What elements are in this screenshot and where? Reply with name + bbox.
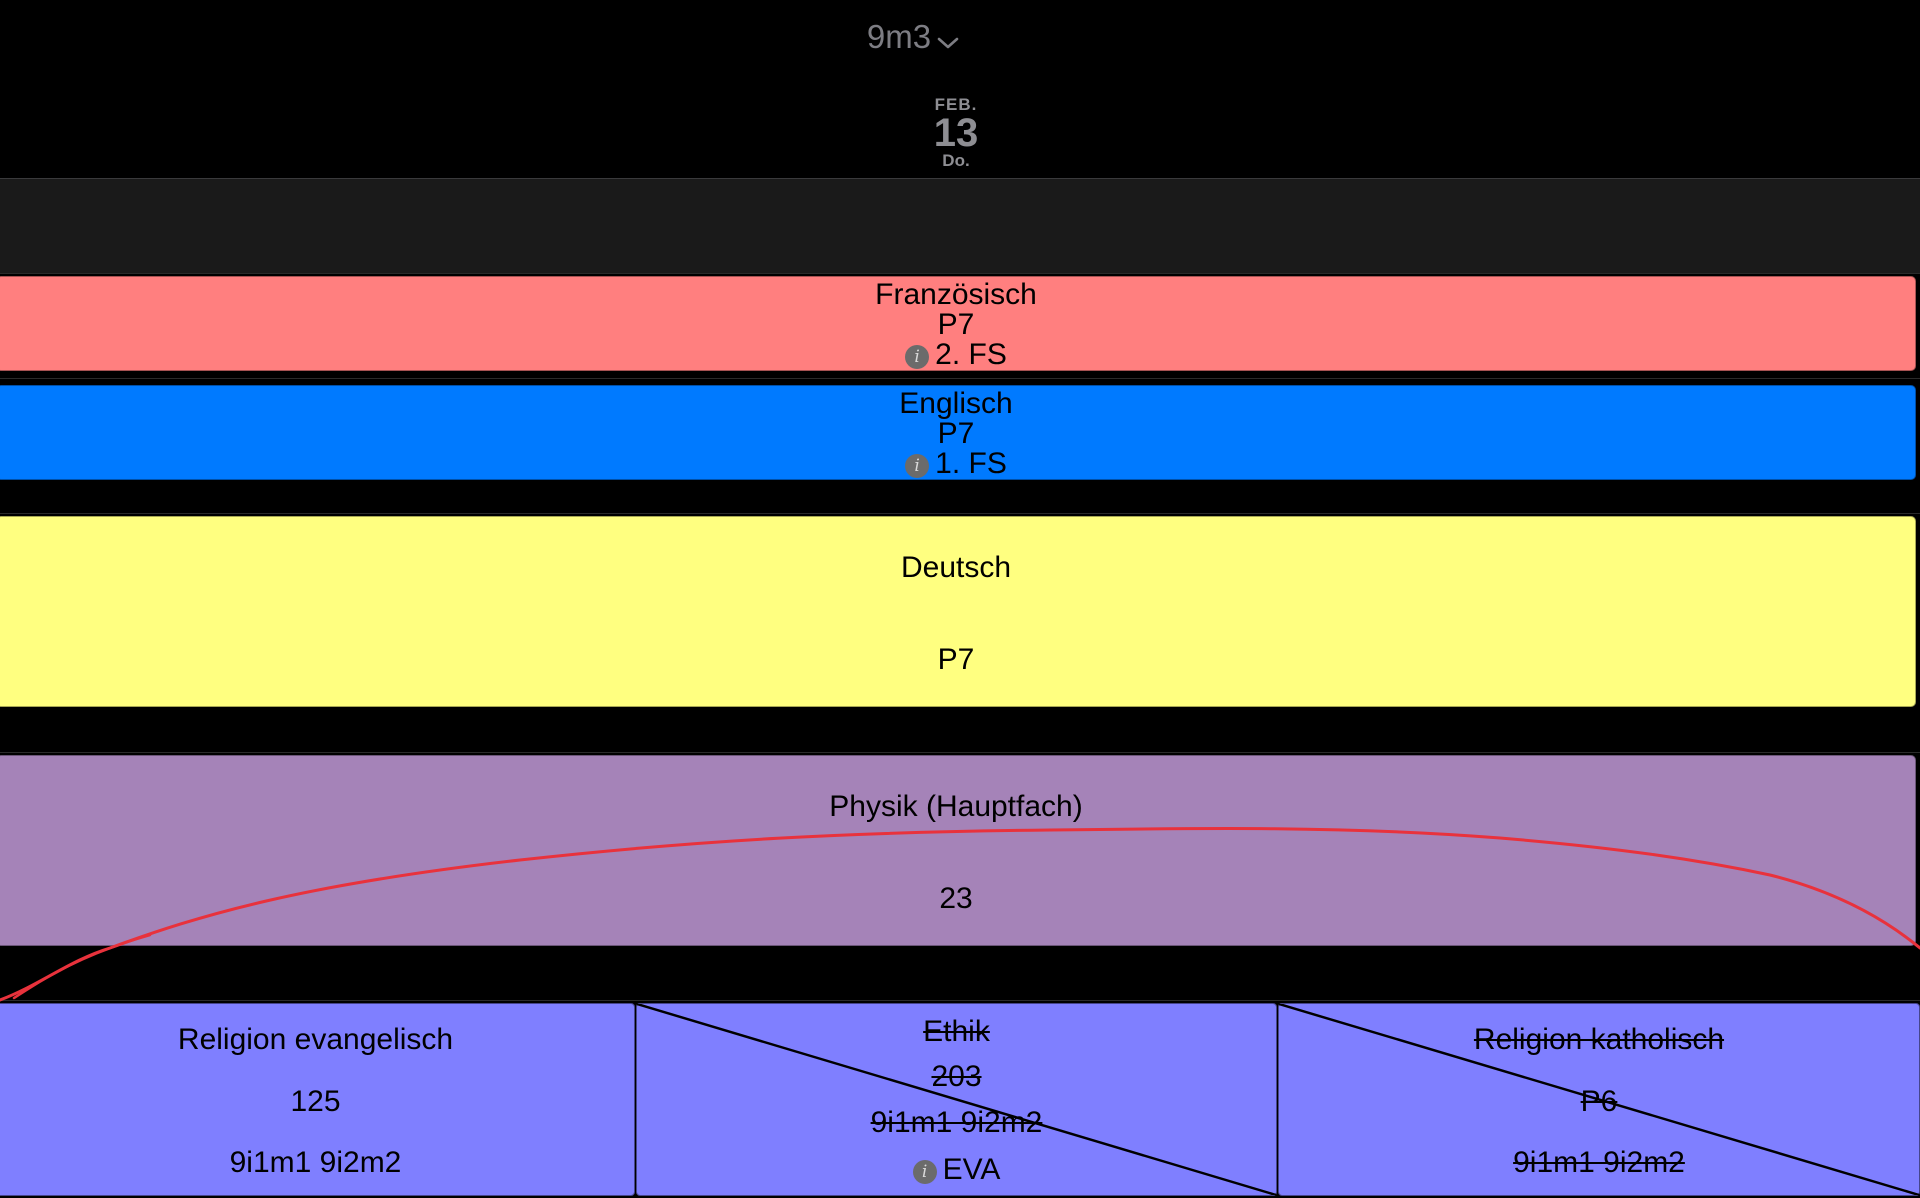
- lesson-subject: Französisch: [875, 278, 1037, 311]
- chevron-down-icon: [937, 20, 959, 58]
- lesson-groups: 9i1m1 9i2m2: [870, 1106, 1043, 1139]
- lesson-religion-katholisch-cancelled[interactable]: Religion katholisch P6 9i1m1 9i2m2: [1278, 1003, 1920, 1196]
- class-selector[interactable]: 9m3: [0, 18, 1826, 58]
- period-divider: [0, 1000, 1920, 1001]
- lesson-subject: Deutsch: [900, 551, 1012, 584]
- empty-period-slot: [0, 179, 1920, 274]
- lesson-room: 23: [939, 882, 973, 915]
- lesson-note: i EVA: [637, 1154, 1276, 1186]
- lesson-englisch[interactable]: Englisch P7 i 1. FS: [0, 385, 1916, 480]
- period-divider: [0, 378, 1920, 379]
- lesson-room: P7: [937, 308, 975, 341]
- info-icon: i: [905, 454, 930, 478]
- lesson-subject: Englisch: [899, 387, 1013, 420]
- lesson-subject: Ethik: [923, 1015, 990, 1048]
- lesson-subject: Religion evangelisch: [177, 1023, 454, 1056]
- date-header[interactable]: FEB. 13 Do.: [900, 96, 1012, 170]
- lesson-room: 203: [931, 1060, 982, 1093]
- lesson-deutsch[interactable]: Deutsch P7: [0, 516, 1916, 707]
- info-icon: i: [912, 1160, 937, 1184]
- lesson-religion-evangelisch[interactable]: Religion evangelisch 125 9i1m1 9i2m2: [0, 1003, 635, 1196]
- info-icon: i: [905, 345, 930, 369]
- lesson-subject: Religion katholisch: [1473, 1023, 1725, 1056]
- lesson-groups: 9i1m1 9i2m2: [1513, 1146, 1685, 1179]
- date-day: 13: [933, 111, 979, 155]
- lesson-room: P6: [1580, 1085, 1618, 1118]
- lesson-room: 125: [290, 1085, 341, 1118]
- class-name: 9m3: [866, 18, 932, 55]
- lesson-room: P7: [937, 417, 975, 450]
- lesson-note: i 1. FS: [0, 449, 1915, 479]
- lesson-ethik-cancelled[interactable]: Ethik 203 9i1m1 9i2m2 i EVA: [636, 1003, 1277, 1196]
- period-divider: [0, 513, 1920, 514]
- period-divider: [0, 752, 1920, 753]
- date-weekday: Do.: [942, 151, 970, 170]
- lesson-physik[interactable]: Physik (Hauptfach) 23: [0, 755, 1916, 946]
- date-month: FEB.: [934, 95, 978, 114]
- header-divider: [0, 178, 1920, 179]
- lesson-subject: Physik (Hauptfach): [829, 790, 1083, 823]
- lesson-franzoesisch[interactable]: Französisch P7 i 2. FS: [0, 276, 1916, 371]
- lesson-note: i 2. FS: [0, 340, 1915, 370]
- lesson-groups: 9i1m1 9i2m2: [229, 1146, 402, 1179]
- lesson-room: P7: [937, 643, 975, 676]
